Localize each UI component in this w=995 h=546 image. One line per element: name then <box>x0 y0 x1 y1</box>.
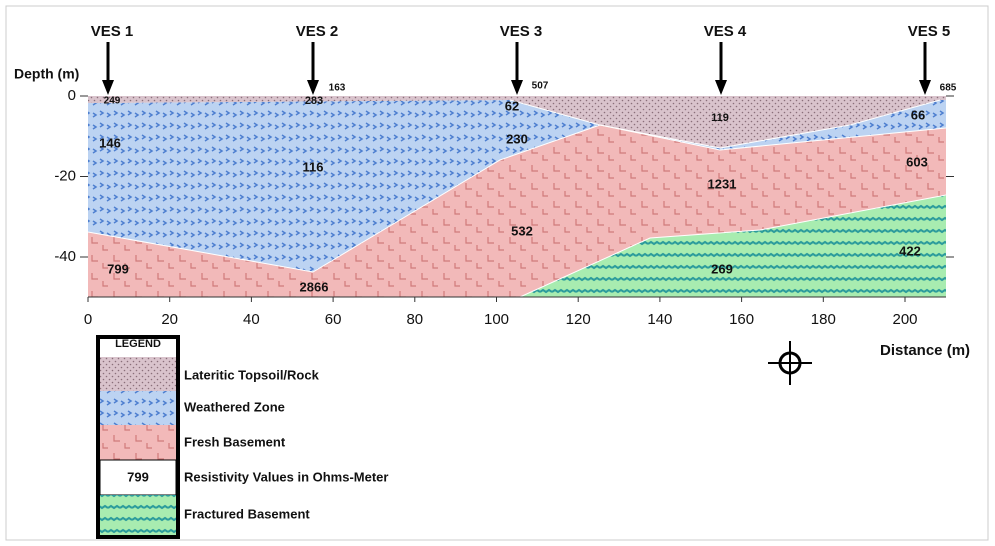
ves-label: VES 3 <box>500 23 543 40</box>
legend-title: LEGEND <box>115 338 161 350</box>
x-tick-label: 40 <box>243 311 260 328</box>
compass <box>768 341 812 385</box>
legend-label: Fresh Basement <box>184 434 286 449</box>
resistivity-label: 62 <box>505 98 519 113</box>
resistivity-label: 269 <box>711 261 733 276</box>
y-tick-label: 0 <box>68 87 76 104</box>
resistivity-label: 1231 <box>708 176 737 191</box>
ves-arrowhead <box>919 80 931 95</box>
resistivity-label: 532 <box>511 223 533 238</box>
ves-label: VES 4 <box>704 23 747 40</box>
resistivity-label: 2866 <box>300 279 329 294</box>
resistivity-label: 799 <box>107 261 129 276</box>
x-tick-label: 180 <box>811 311 836 328</box>
page: {"ves": ["VES 1", "VES 2", "VES 3", "VES… <box>0 0 995 546</box>
resistivity-label: 66 <box>911 107 925 122</box>
resistivity-label: 146 <box>99 135 121 150</box>
y-tick-label: -20 <box>54 167 76 184</box>
x-tick-label: 120 <box>566 311 591 328</box>
section-figure: Depth (m) Distance (m) LEGEND 799 0 20 40 6… <box>0 0 995 546</box>
ves-label: VES 1 <box>91 23 134 40</box>
ves-arrowhead <box>511 80 523 95</box>
ves-label: VES 2 <box>296 23 339 40</box>
y-axis-label: Depth (m) <box>14 66 79 82</box>
resistivity-label: 119 <box>711 112 729 124</box>
x-tick-label: 160 <box>729 311 754 328</box>
x-tick-label: 0 <box>84 311 92 328</box>
x-tick-label: 20 <box>161 311 178 328</box>
resistivity-label: 422 <box>899 243 921 258</box>
ves-arrowhead <box>102 80 114 95</box>
resistivity-label: 163 <box>329 83 346 94</box>
legend: LEGEND 799 <box>98 337 178 537</box>
ves-arrowhead <box>307 80 319 95</box>
x-tick-label: 80 <box>406 311 423 328</box>
x-tick-label: 100 <box>484 311 509 328</box>
ves-label: VES 5 <box>908 23 951 40</box>
resistivity-label: 230 <box>506 131 528 146</box>
resistivity-label: 603 <box>906 154 928 169</box>
ves-arrowhead <box>715 80 727 95</box>
resistivity-label: 507 <box>532 81 549 92</box>
resistivity-label: 249 <box>104 96 121 107</box>
legend-label: Resistivity Values in Ohms-Meter <box>184 469 388 484</box>
x-tick-label: 60 <box>325 311 342 328</box>
legend-label: Fractured Basement <box>184 506 310 521</box>
resistivity-label: 685 <box>940 83 957 94</box>
resistivity-label: 116 <box>303 159 324 174</box>
x-tick-label: 200 <box>892 311 917 328</box>
x-tick-label: 140 <box>647 311 672 328</box>
legend-label: Weathered Zone <box>184 399 285 414</box>
legend-label: Lateritic Topsoil/Rock <box>184 367 320 382</box>
resistivity-label: 283 <box>305 95 323 107</box>
legend-sample: 799 <box>127 469 149 484</box>
y-tick-label: -40 <box>54 248 76 265</box>
x-axis-label: Distance (m) <box>880 342 970 359</box>
